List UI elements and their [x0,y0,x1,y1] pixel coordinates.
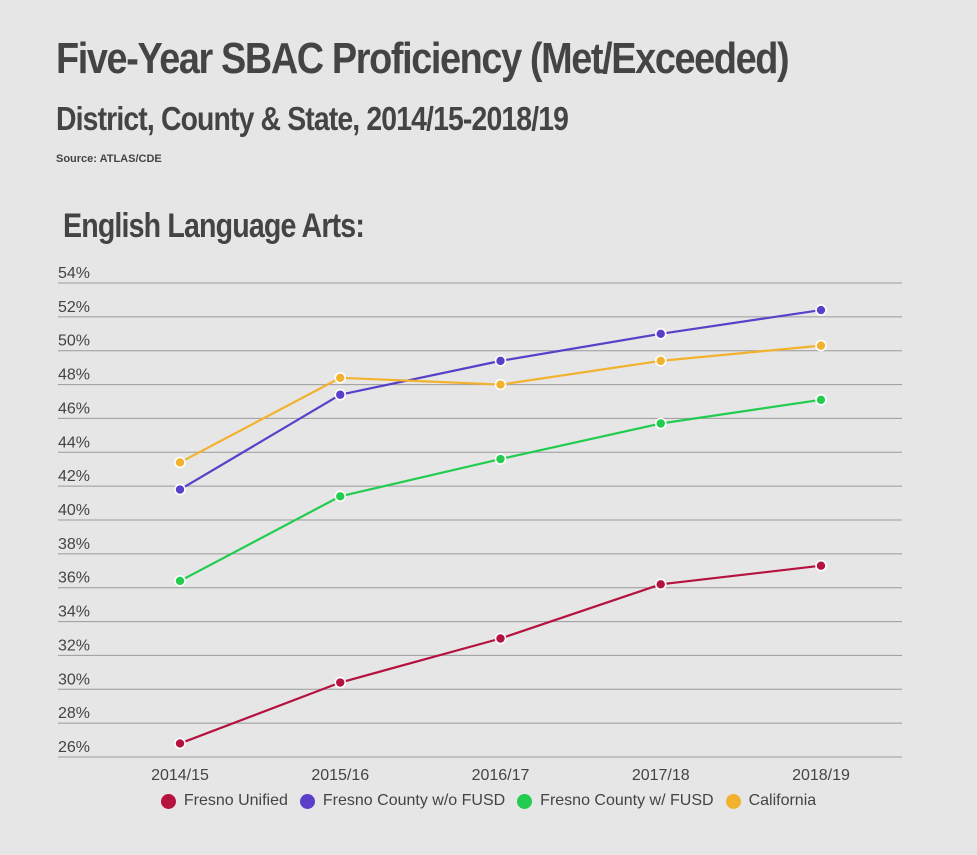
line-chart: 54% 52% 50% 48% 46% 44% 42% 40% 38% 36% 34% 32% 30% 2… [58,265,902,784]
y-tick-label: 46% [58,400,90,417]
source-note: Source: ATLAS/CDE [56,153,162,165]
legend-label: California [748,792,817,809]
y-tick-label: 32% [58,637,90,654]
y-tick-label: 36% [58,570,90,587]
data-point [334,490,347,503]
chart-legend: Fresno Unified Fresno County w/o FUSD Fres… [0,792,977,814]
data-point [494,355,507,367]
section-title: English Language Arts: [63,207,365,245]
y-tick-label: 50% [58,333,90,350]
data-point [334,676,347,689]
data-point [815,394,827,406]
data-point [334,388,347,401]
x-tick-label: 2018/19 [792,767,850,784]
data-point [654,327,667,340]
legend-item: Fresno Unified [160,792,288,810]
data-point [174,483,186,496]
y-tick-label: 38% [58,536,90,553]
x-tick-label: 2015/16 [311,767,369,784]
legend-item: California [725,792,817,810]
y-tick-label: 48% [58,367,90,384]
legend-label: Fresno Unified [183,792,288,809]
legend-label: Fresno County w/o FUSD [322,792,506,809]
legend-swatch [160,793,176,809]
data-point [815,559,827,572]
y-tick-label: 34% [58,604,90,621]
data-point [815,339,827,352]
legend-swatch [299,793,315,809]
data-point [334,371,347,384]
data-point [174,737,186,750]
legend-swatch [517,793,533,809]
legend-swatch [725,793,741,809]
x-tick-label: 2017/18 [632,767,690,784]
data-point [174,575,186,587]
legend-label: Fresno County w/ FUSD [540,792,714,809]
y-tick-label: 44% [58,434,90,451]
data-point [815,304,827,316]
x-tick-label: 2016/17 [472,767,530,784]
data-point [494,632,507,645]
y-tick-label: 52% [58,299,90,316]
y-tick-label: 26% [58,739,90,756]
y-tick-label: 30% [58,671,90,688]
chart-subtitle: District, County & State, 2014/15-2018/1… [56,100,569,137]
chart-title: Five-Year SBAC Proficiency (Met/Exceeded… [56,34,790,83]
legend-item: Fresno County w/o FUSD [299,792,506,810]
x-tick-label: 2014/15 [151,767,209,784]
data-point [654,578,667,591]
data-point [174,456,186,469]
y-tick-label: 54% [58,265,90,282]
series-line [179,564,822,745]
data-point [654,355,667,367]
y-tick-label: 40% [58,502,90,519]
y-tick-label: 28% [58,705,90,722]
data-point [494,453,507,465]
y-tick-label: 42% [58,468,90,485]
data-point [494,378,507,391]
data-point [654,417,667,430]
legend-item: Fresno County w/ FUSD [517,792,714,810]
